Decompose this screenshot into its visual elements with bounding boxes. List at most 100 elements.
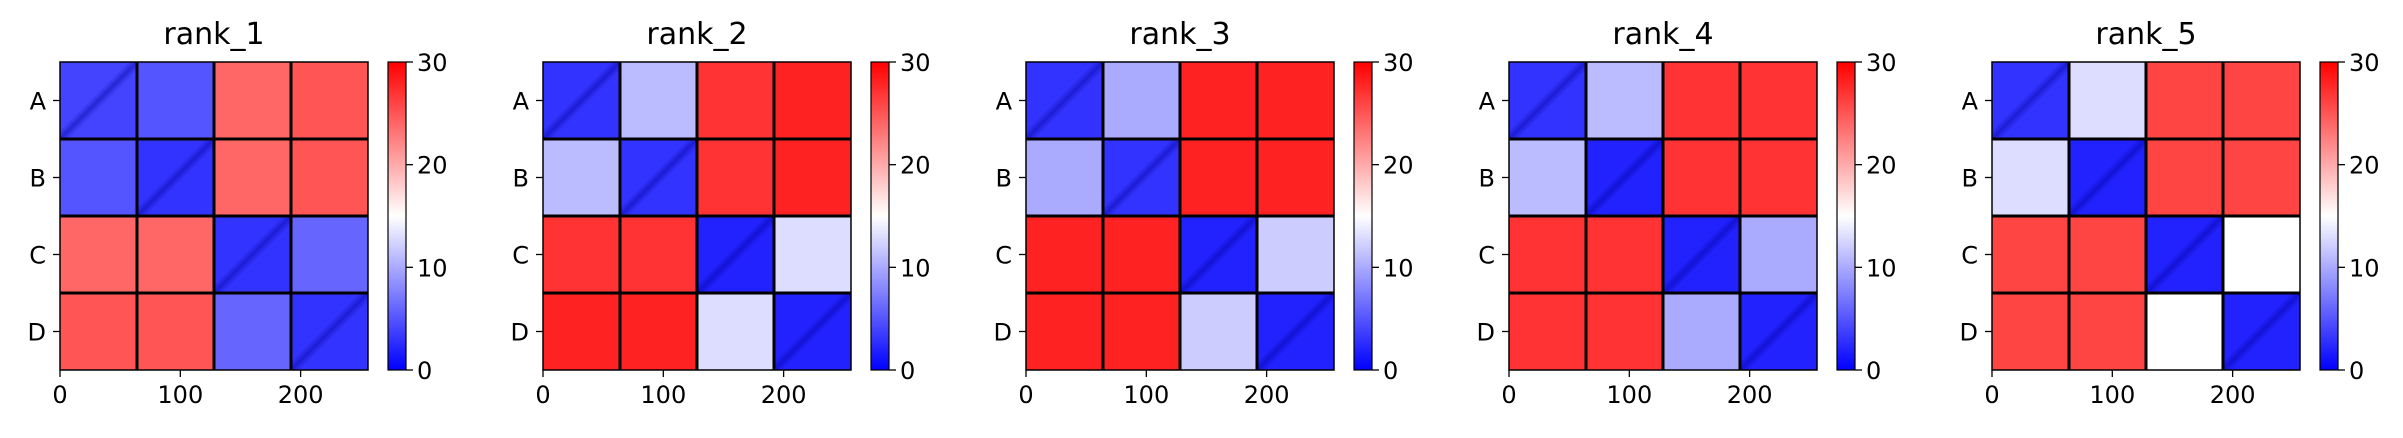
panel-title: rank_4	[1612, 17, 1713, 52]
heatmap-cell-A-D	[2223, 62, 2300, 139]
y-tick-label: C	[512, 242, 529, 270]
heatmap-cell-D-B	[1586, 293, 1663, 370]
colorbar-tick-label: 30	[2349, 49, 2380, 77]
heatmap-cell-B-D	[1740, 139, 1817, 216]
y-tick-label: A	[1962, 88, 1979, 116]
panel-title: rank_1	[163, 17, 264, 52]
y-tick-label: D	[994, 319, 1012, 347]
y-tick-label: C	[1961, 242, 1978, 270]
heatmap-cell-C-D	[1257, 216, 1334, 293]
diagonal-shade-C	[697, 216, 774, 293]
heatmap-cell-C-D	[1740, 216, 1817, 293]
heatmap-cell-B-A	[1026, 139, 1103, 216]
heatmap-cell-C-A	[1509, 216, 1586, 293]
x-tick-label: 200	[1244, 381, 1290, 409]
y-tick-label: B	[1962, 165, 1978, 193]
panel-title: rank_2	[646, 17, 747, 52]
diagonal-shade-D	[774, 293, 851, 370]
diagonal-shade-C	[1663, 216, 1740, 293]
heatmap-cell-A-C	[214, 62, 291, 139]
heatmap-cell-C-A	[60, 216, 137, 293]
x-tick-label: 100	[157, 381, 203, 409]
heatmap-cell-C-A	[1992, 216, 2069, 293]
heatmap-frame	[1025, 61, 1335, 371]
heatmap-cell-D-A	[1509, 293, 1586, 370]
colorbar-tick-label: 20	[2349, 152, 2380, 180]
heatmap-cell-B-A	[543, 139, 620, 216]
heatmap-cell-A-C	[2146, 62, 2223, 139]
x-tick-label: 100	[2089, 381, 2135, 409]
x-tick-label: 0	[1984, 381, 1999, 409]
heatmap-panel-5: rank_5 A B C D 0 100 200 0 10 20 30	[1960, 17, 2380, 409]
x-tick-label: 100	[640, 381, 686, 409]
colorbar-tick-label: 10	[900, 254, 931, 282]
x-tick-label: 0	[52, 381, 67, 409]
x-tick-label: 200	[278, 381, 324, 409]
heatmap-cell-D-C	[1180, 293, 1257, 370]
x-tick-label: 0	[1018, 381, 1033, 409]
diagonal-shade-A	[1026, 62, 1103, 139]
heatmap-cell-D-A	[1992, 293, 2069, 370]
heatmap-cell-B-C	[2146, 139, 2223, 216]
heatmap-cell-D-A	[1026, 293, 1103, 370]
colorbar	[870, 61, 890, 371]
heatmap-cell-B-D	[1257, 139, 1334, 216]
heatmap-panel-1: rank_1 A B C D 0 100 200 0 10 20 30	[28, 17, 448, 409]
colorbar-tick-label: 30	[1866, 49, 1897, 77]
heatmap-cell-A-B	[620, 62, 697, 139]
heatmap-cell-A-C	[697, 62, 774, 139]
colorbar	[2319, 61, 2339, 371]
heatmap-cell-B-A	[1992, 139, 2069, 216]
diagonal-shade-A	[1992, 62, 2069, 139]
heatmap-cell-C-B	[137, 216, 214, 293]
colorbar-tick-label: 20	[1866, 152, 1897, 180]
heatmap-cell-C-A	[1026, 216, 1103, 293]
colorbar-tick-label: 10	[1383, 254, 1414, 282]
y-tick-label: B	[996, 165, 1012, 193]
heatmap-cell-A-D	[774, 62, 851, 139]
colorbar	[1353, 61, 1373, 371]
heatmap-cell-A-D	[1740, 62, 1817, 139]
x-tick-label: 0	[1501, 381, 1516, 409]
colorbar-tick-label: 0	[1383, 357, 1398, 385]
y-tick-label: B	[1479, 165, 1495, 193]
heatmap-frame	[542, 61, 852, 371]
heatmap-cell-A-B	[137, 62, 214, 139]
heatmap-cell-A-D	[1257, 62, 1334, 139]
diagonal-shade-A	[1509, 62, 1586, 139]
heatmap-cell-A-B	[1586, 62, 1663, 139]
panel-title: rank_5	[2095, 17, 2196, 52]
diagonal-shade-B	[137, 139, 214, 216]
y-tick-label: D	[28, 319, 46, 347]
colorbar-tick-label: 30	[900, 49, 931, 77]
heatmap-cell-C-D	[2223, 216, 2300, 293]
colorbar-tick-label: 20	[417, 152, 448, 180]
heatmap-cell-D-C	[2146, 293, 2223, 370]
heatmap-cell-B-C	[1663, 139, 1740, 216]
x-tick-label: 200	[761, 381, 807, 409]
heatmap-cell-C-A	[543, 216, 620, 293]
heatmap-cell-B-C	[214, 139, 291, 216]
heatmap-cell-C-B	[1586, 216, 1663, 293]
x-tick-label: 100	[1606, 381, 1652, 409]
panel-title: rank_3	[1129, 17, 1230, 52]
y-tick-label: D	[1960, 319, 1978, 347]
heatmap-cell-B-D	[774, 139, 851, 216]
y-tick-label: A	[996, 88, 1013, 116]
heatmap-cell-D-B	[2069, 293, 2146, 370]
heatmap-cell-D-C	[697, 293, 774, 370]
heatmap-cell-C-D	[291, 216, 368, 293]
diagonal-shade-D	[2223, 293, 2300, 370]
colorbar-tick-label: 10	[417, 254, 448, 282]
heatmap-cell-D-B	[620, 293, 697, 370]
colorbar-tick-label: 20	[1383, 152, 1414, 180]
diagonal-shade-C	[1180, 216, 1257, 293]
y-tick-label: C	[995, 242, 1012, 270]
diagonal-shade-B	[1103, 139, 1180, 216]
x-tick-label: 0	[535, 381, 550, 409]
colorbar	[1836, 61, 1856, 371]
heatmap-cell-D-B	[1103, 293, 1180, 370]
diagonal-shade-C	[2146, 216, 2223, 293]
y-tick-label: B	[513, 165, 529, 193]
